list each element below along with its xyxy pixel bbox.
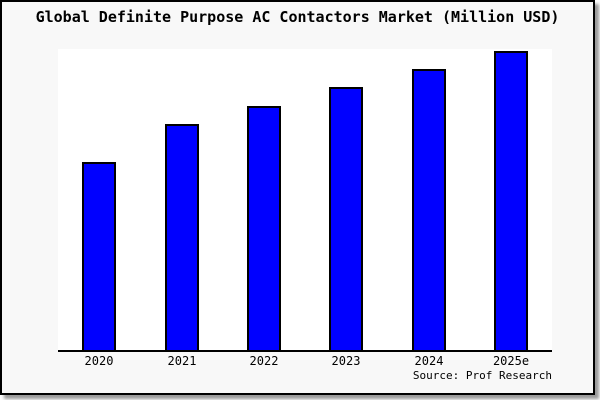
- x-tick-label-2024: 2024: [414, 354, 444, 368]
- x-tick-label-2025e: 2025e: [492, 354, 530, 368]
- x-tick-label-2021: 2021: [167, 354, 197, 368]
- chart-title: Global Definite Purpose AC Contactors Ma…: [35, 8, 560, 26]
- bar-2021: [165, 124, 199, 350]
- bar-2022: [247, 106, 281, 350]
- bar-2024: [412, 69, 446, 350]
- source-credit: Source: Prof Research: [412, 369, 552, 382]
- x-tick-label-2022: 2022: [249, 354, 279, 368]
- plot-area: [58, 49, 552, 350]
- bar-2020: [82, 162, 116, 350]
- bar-2025e: [494, 51, 528, 350]
- x-axis-line: [58, 350, 552, 352]
- chart-frame: Global Definite Purpose AC Contactors Ma…: [0, 0, 595, 395]
- bar-2023: [329, 87, 363, 350]
- x-tick-label-2023: 2023: [331, 354, 361, 368]
- x-tick-label-2020: 2020: [84, 354, 114, 368]
